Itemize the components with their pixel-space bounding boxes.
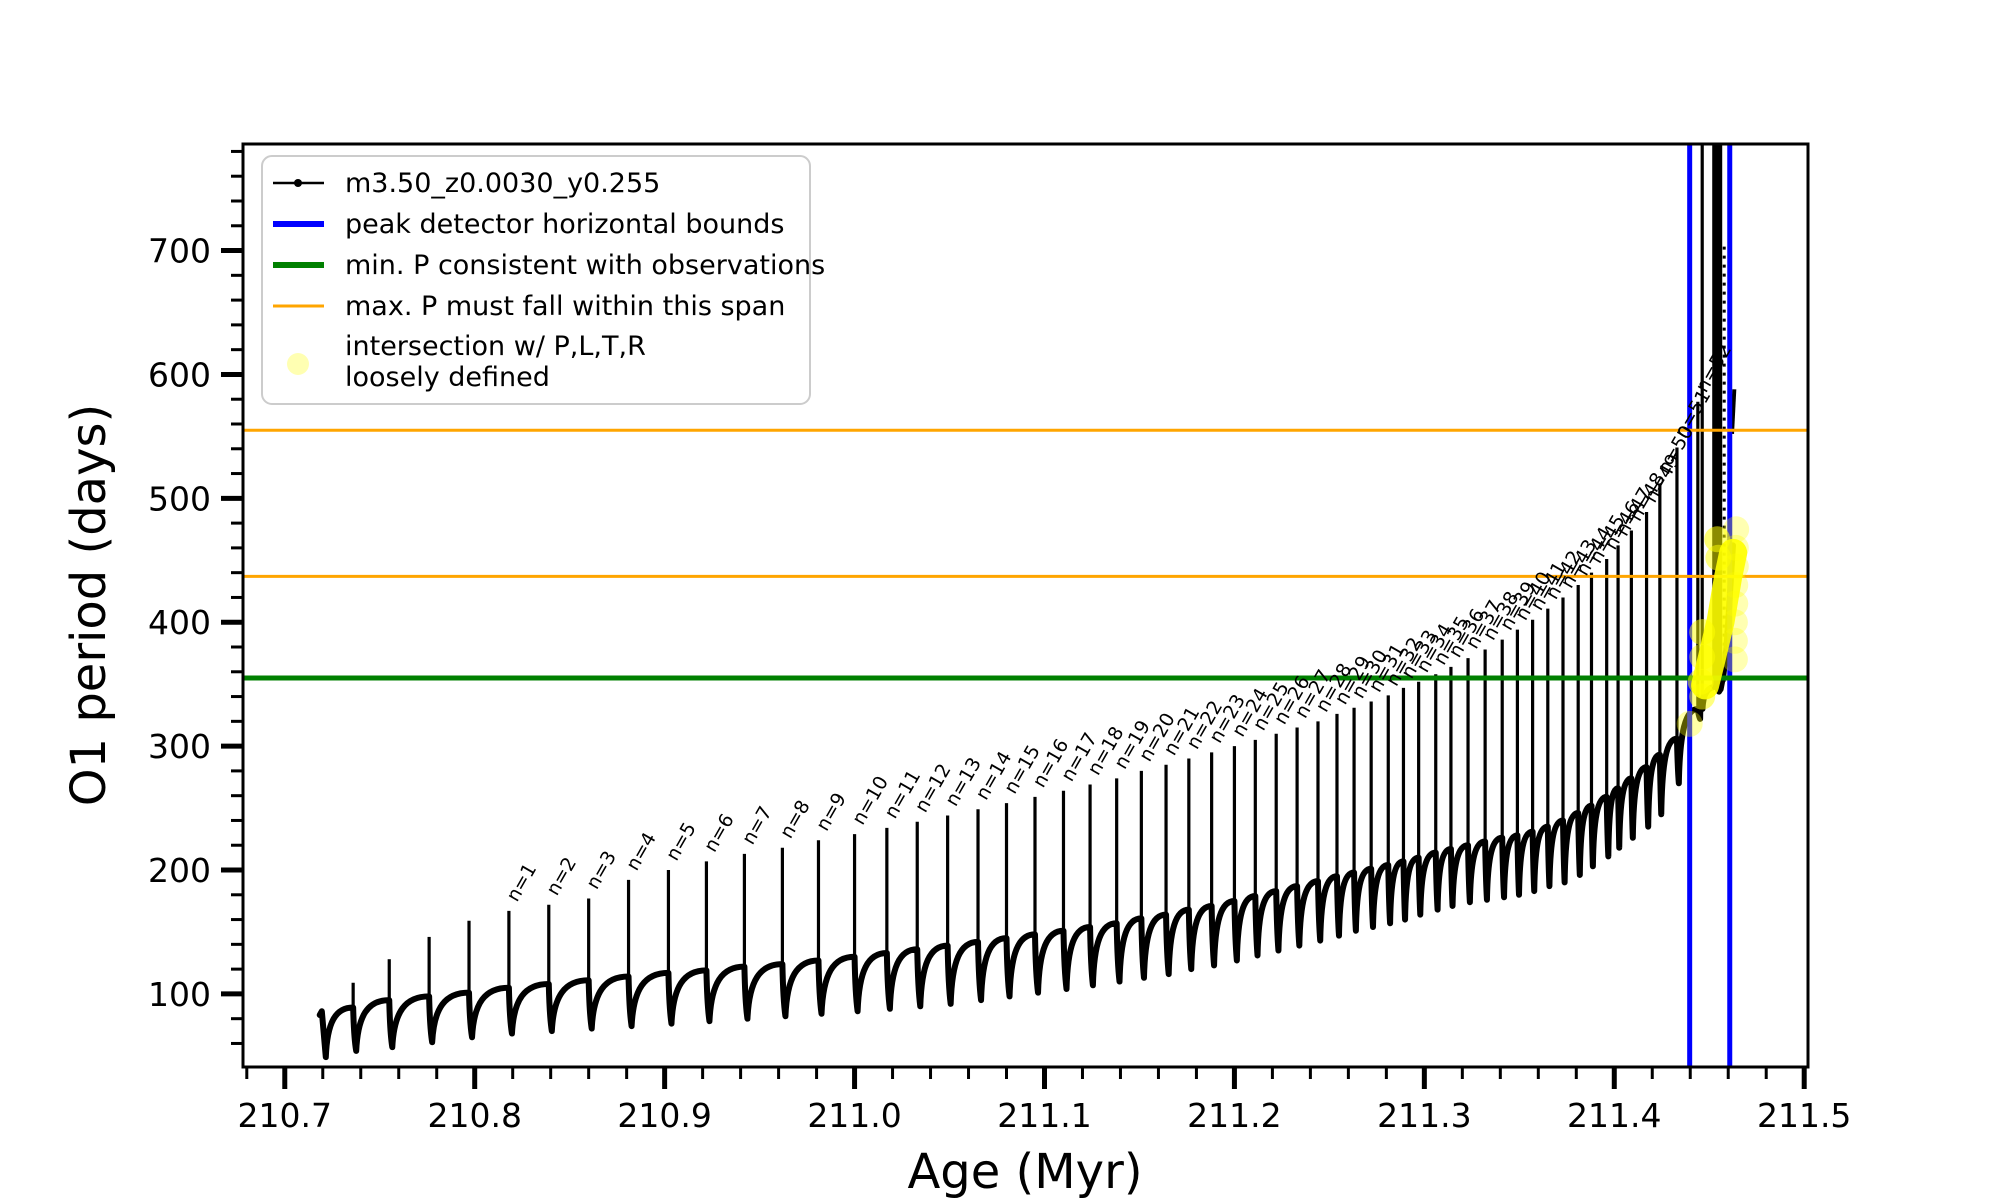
y-axis-title: O1 period (days) <box>61 404 117 807</box>
spike-label-n7: n=7 <box>738 803 777 849</box>
intersection-dot <box>1721 646 1748 673</box>
intersection-dot <box>1689 619 1716 646</box>
spike-label-n9: n=9 <box>812 789 851 835</box>
intersection-stripe <box>1691 538 1748 700</box>
legend-entry-peak-bounds: peak detector horizontal bounds <box>273 209 784 240</box>
intersection-dot <box>1722 590 1749 617</box>
legend-label-intersection-line1: intersection w/ P,L,T,R <box>345 331 646 362</box>
spike-label-n6: n=6 <box>700 810 739 856</box>
x-tick-label: 211.4 <box>1567 1096 1661 1135</box>
x-tick-label: 211.1 <box>997 1096 1091 1135</box>
legend-label-intersection-line2: loosely defined <box>345 362 550 393</box>
intersection-dot <box>1676 710 1703 737</box>
intersection-dot <box>1722 572 1749 599</box>
legend-label-max-P: max. P must fall within this span <box>345 291 785 322</box>
spike-label-n1: n=1 <box>502 860 541 906</box>
series-marker-swatch <box>294 179 302 187</box>
y-tick-label: 300 <box>148 727 211 766</box>
legend-label-series: m3.50_z0.0030_y0.255 <box>345 168 660 199</box>
spike-label-n8: n=8 <box>776 797 815 843</box>
x-tick-label: 211.5 <box>1757 1096 1851 1135</box>
intersection-dot <box>1722 553 1749 580</box>
spike-labels-layer: n=1 n=2 n=3 n=4 n=5n=6n=7n=8n=9n=10n=11n=12n… <box>502 340 1736 905</box>
x-tick-label: 210.9 <box>617 1096 711 1135</box>
intersection-dot <box>1705 544 1732 571</box>
plot-frame <box>241 142 1810 1069</box>
legend-box <box>261 155 811 405</box>
legend-entry-intersection: intersection w/ P,L,T,R loosely defined <box>287 331 646 393</box>
series-curve <box>316 542 1736 1061</box>
y-tick-label: 200 <box>148 851 211 890</box>
legend-entry-min-P: min. P consistent with observations <box>273 250 825 281</box>
y-tick-label: 500 <box>148 479 211 518</box>
intersection-dot <box>1704 526 1731 553</box>
series-fragment <box>1730 389 1737 435</box>
y-tick-label: 700 <box>148 232 211 271</box>
x-tick-label: 211.2 <box>1187 1096 1281 1135</box>
spike-label-n3: n=3 <box>582 847 621 893</box>
spike-label-n2: n=2 <box>542 854 581 900</box>
legend-entry-series: m3.50_z0.0030_y0.255 <box>273 168 660 199</box>
intersection-dot <box>1721 609 1748 636</box>
spike-label-n4: n=4 <box>622 829 661 875</box>
intersection-dot <box>1721 627 1748 654</box>
legend-entry-max-P: max. P must fall within this span <box>273 291 785 322</box>
intersection-marker-swatch <box>287 353 309 375</box>
intersection-dot <box>1722 534 1749 561</box>
axes-layer: 210.7 210.8 210.9 211.0 211.1 211.2 211.3 211.4… <box>148 149 1851 1135</box>
y-tick-label: 600 <box>148 355 211 394</box>
y-tick-label: 400 <box>148 603 211 642</box>
x-axis-title: Age (Myr) <box>907 1144 1142 1200</box>
x-tick-label: 211.0 <box>807 1096 901 1135</box>
legend-label-min-P: min. P consistent with observations <box>345 250 825 281</box>
legend: m3.50_z0.0030_y0.255 peak detector horiz… <box>261 155 825 405</box>
legend-label-peak-bounds: peak detector horizontal bounds <box>345 209 784 240</box>
y-tick-label: 100 <box>148 975 211 1014</box>
intersection-dot <box>1723 516 1750 543</box>
intersection-dot <box>1689 643 1716 670</box>
x-tick-label: 210.8 <box>427 1096 521 1135</box>
x-tick-label: 211.3 <box>1377 1096 1471 1135</box>
intersection-dot <box>1689 683 1716 710</box>
highlight-layer <box>1676 516 1750 737</box>
x-tick-label: 210.7 <box>238 1096 332 1135</box>
spike-label-n5: n=5 <box>662 819 701 865</box>
